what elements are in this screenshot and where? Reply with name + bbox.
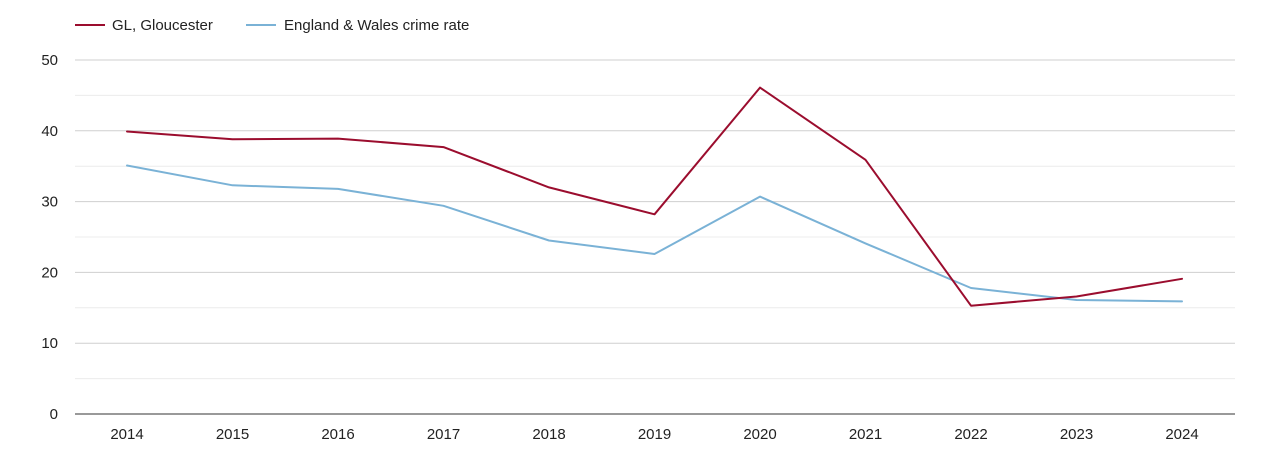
x-tick-label: 2021 (849, 426, 882, 443)
chart-legend: GL, Gloucester England & Wales crime rat… (75, 17, 469, 34)
x-tick-label: 2014 (110, 426, 143, 443)
y-tick-label: 30 (41, 194, 58, 211)
series-line-england-wales (126, 164, 1183, 303)
x-tick-label: 2018 (532, 426, 565, 443)
y-axis: 0 10 20 30 40 50 (41, 52, 58, 423)
x-tick-label: 2020 (743, 426, 776, 443)
x-axis: 2014 2015 2016 2017 2018 2019 2020 2021 2022 2023… (75, 413, 1235, 443)
gridlines (75, 59, 1235, 380)
x-tick-label: 2015 (216, 426, 249, 443)
legend-label-england-wales: England & Wales crime rate (284, 17, 469, 34)
x-tick-label: 2019 (638, 426, 671, 443)
y-tick-label: 20 (41, 264, 58, 281)
y-tick-label: 50 (41, 52, 58, 69)
y-tick-label: 0 (50, 406, 58, 423)
y-tick-label: 40 (41, 123, 58, 140)
x-tick-label: 2016 (321, 426, 354, 443)
series-line-gloucester (126, 86, 1183, 307)
x-tick-label: 2022 (954, 426, 987, 443)
series-lines (126, 86, 1183, 307)
x-tick-label: 2017 (427, 426, 460, 443)
x-tick-label: 2024 (1165, 426, 1198, 443)
x-tick-label: 2023 (1060, 426, 1093, 443)
y-tick-label: 10 (41, 335, 58, 352)
legend-label-gloucester: GL, Gloucester (112, 17, 213, 34)
